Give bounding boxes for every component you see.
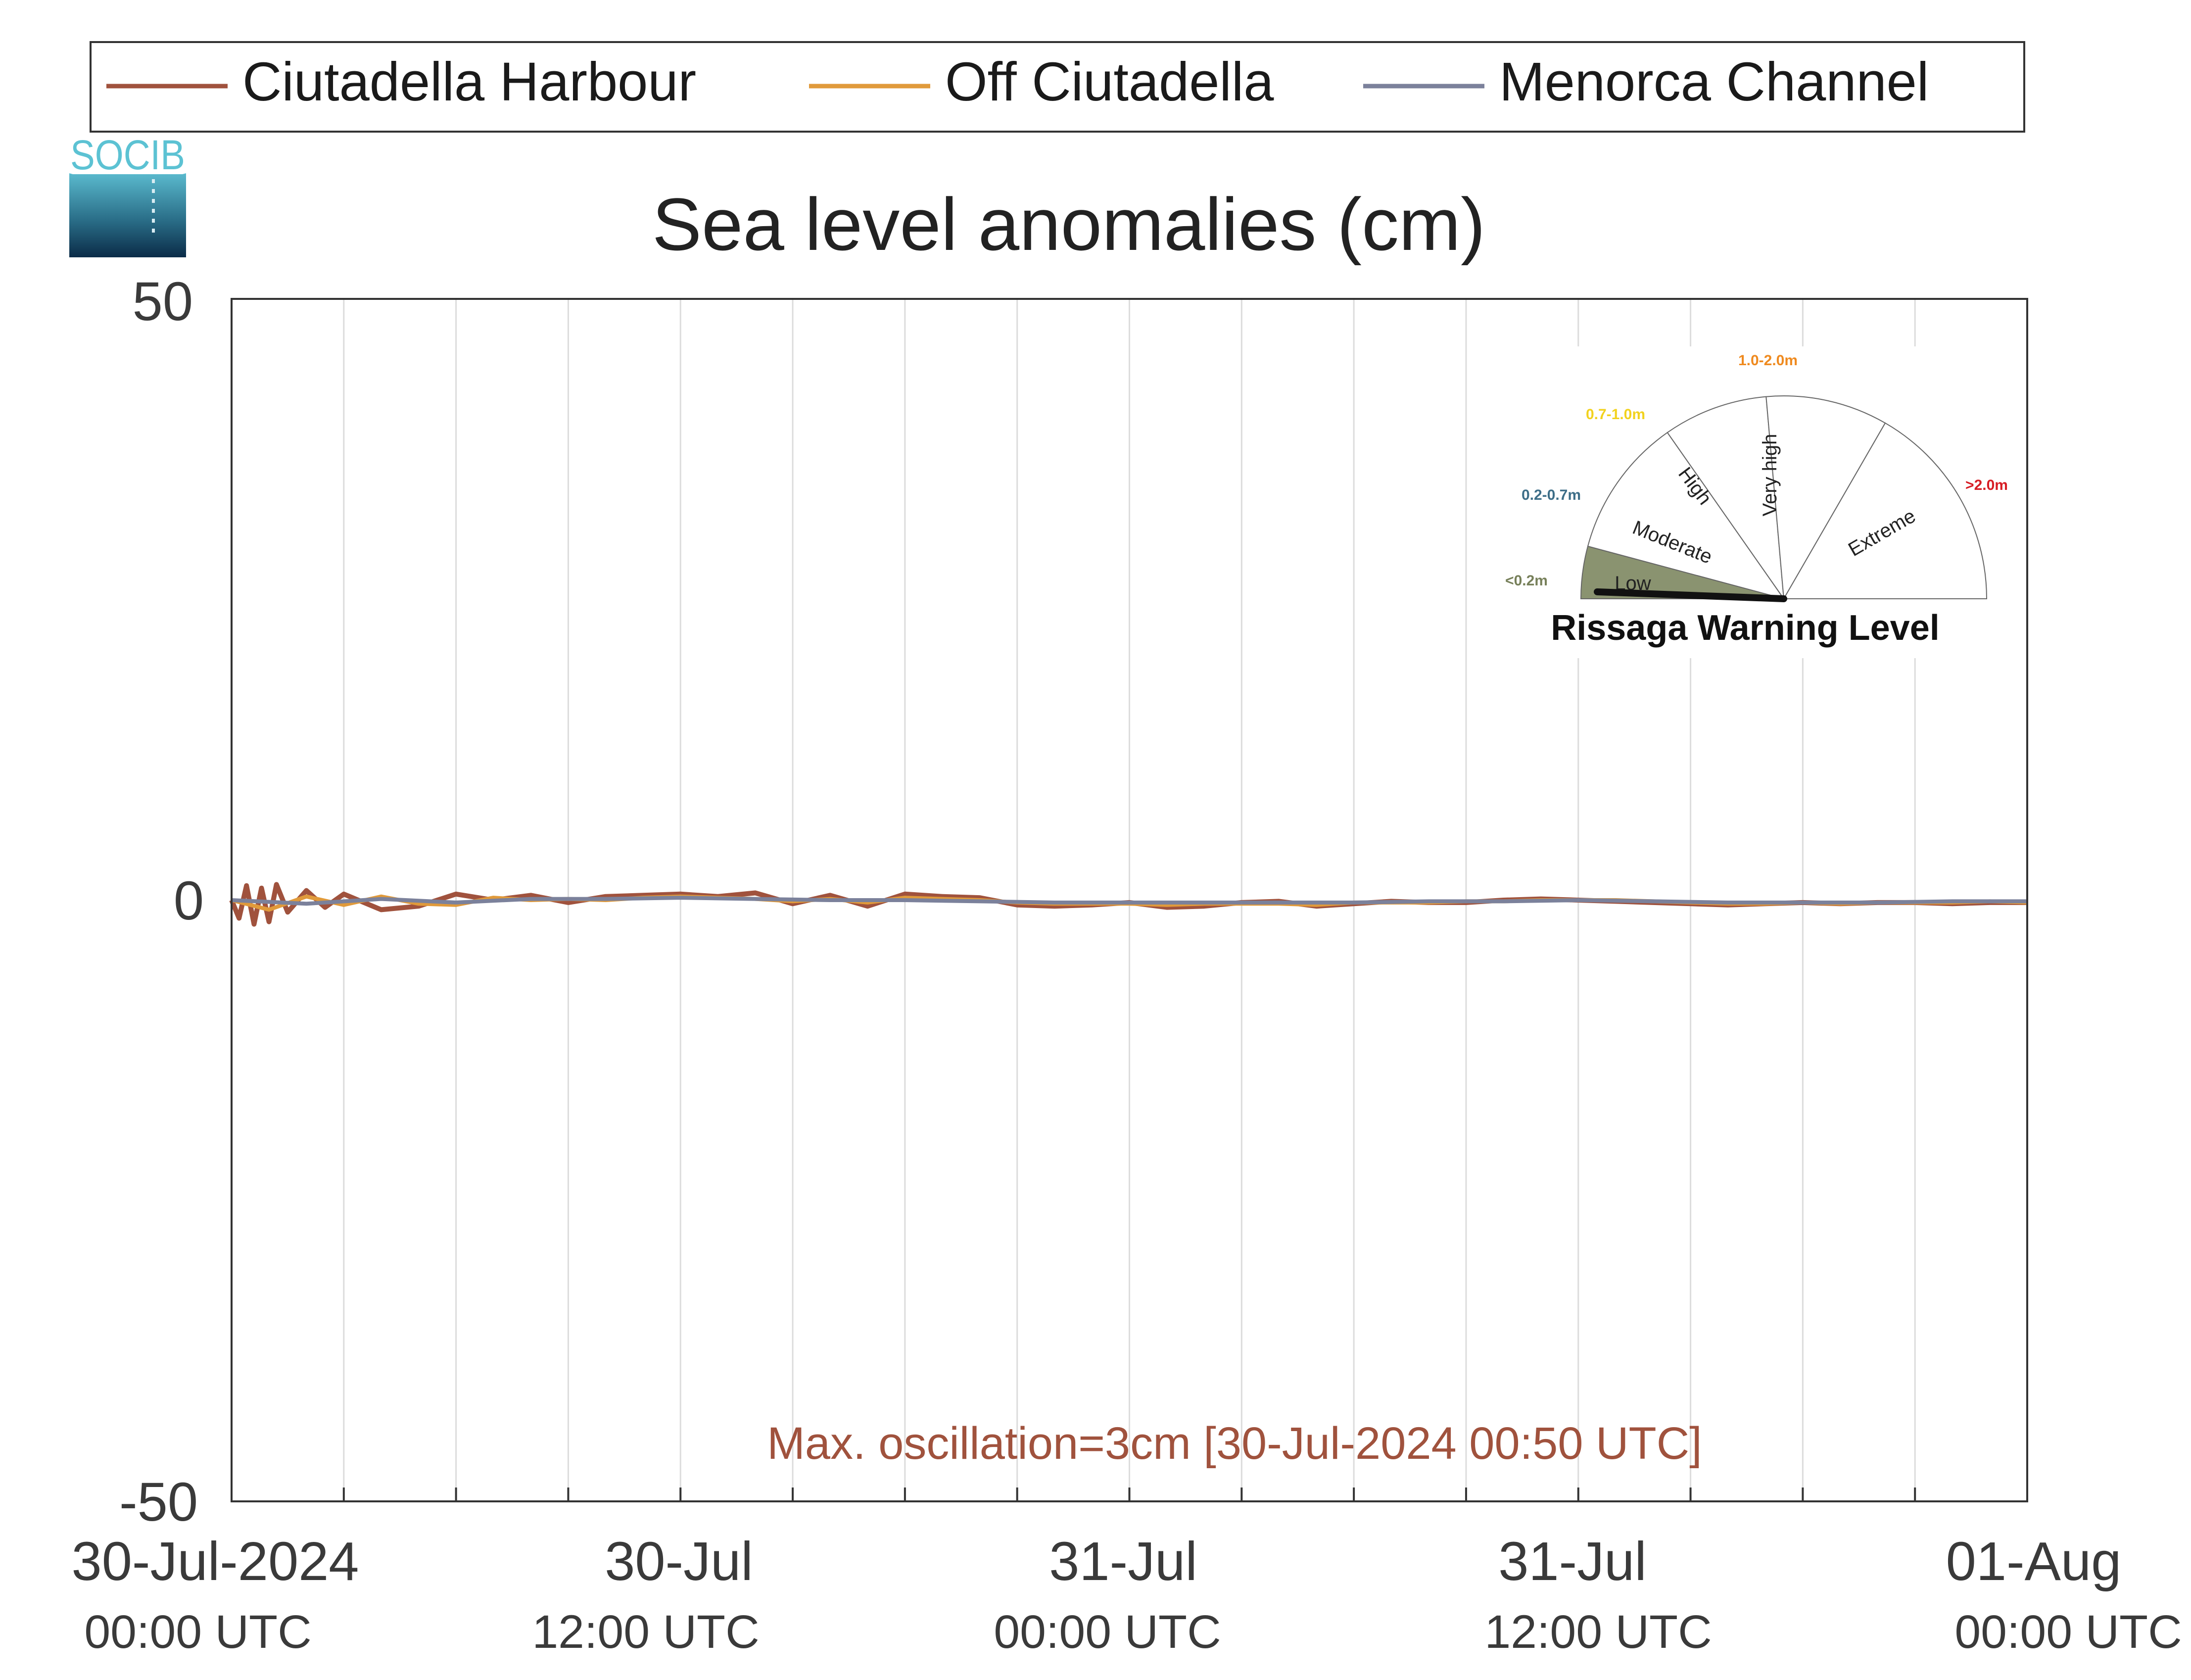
x-tick-label-date: 31-Jul [1498, 1531, 1647, 1592]
series-lines [229, 882, 2028, 927]
gauge-range-label: <0.2m [1505, 573, 1548, 589]
gauge-sector-label: Very high [1759, 434, 1781, 517]
x-tick-label-time: 12:00 UTC [532, 1606, 759, 1658]
legend-label-menorca-channel: Menorca Channel [1499, 51, 1929, 112]
socib-logo-text: SOCIB [70, 132, 185, 178]
legend-frame [90, 41, 2025, 133]
gauge-needle [1594, 588, 1787, 602]
legend-label-off-ciutadella: Off Ciutadella [945, 51, 1274, 112]
x-tick-label-date: 31-Jul [1049, 1531, 1197, 1592]
gauge-title: Rissaga Warning Level [1551, 608, 1940, 648]
gauge-range-label: >2.0m [1965, 477, 2008, 493]
max-oscillation-annotation: Max. oscillation=3cm [30-Jul-2024 00:50 … [767, 1418, 1702, 1469]
x-tick-marks [342, 1488, 1916, 1501]
chart-title: Sea level anomalies (cm) [652, 183, 1485, 266]
x-tick-label-time: 12:00 UTC [1484, 1606, 1712, 1658]
x-tick-label-time: 00:00 UTC [1954, 1606, 2182, 1658]
y-tick-label: 0 [174, 870, 204, 931]
legend-entry-menorca-channel: Menorca Channel [1363, 51, 1929, 112]
legend-entry-off-ciutadella: Off Ciutadella [809, 51, 1274, 112]
x-tick-label-time: 00:00 UTC [994, 1606, 1221, 1658]
gauge-sector-extreme [1783, 422, 1988, 599]
gauge-range-label: 1.0-2.0m [1738, 352, 1798, 369]
x-tick-label-date: 30-Jul [605, 1531, 753, 1592]
series-line-menorca-channel [231, 896, 2027, 906]
gauge-range-label: 0.2-0.7m [1522, 487, 1581, 503]
legend-label-ciutadella-harbour: Ciutadella Harbour [242, 51, 696, 112]
gauge-sector-moderate [1587, 432, 1785, 600]
y-tick-label: 50 [133, 271, 193, 332]
gauge-sector-high [1667, 396, 1785, 601]
x-axis: 30-Jul-2024 00:00 UTC 30-Jul 12:00 UTC 3… [72, 1531, 2182, 1658]
gauge-sectors [1580, 395, 1988, 601]
socib-logo-block [69, 174, 186, 257]
x-tick-label-date: 01-Aug [1946, 1531, 2122, 1592]
x-tick-label-time: 00:00 UTC [84, 1606, 311, 1658]
legend: Ciutadella Harbour Off Ciutadella Menorc… [90, 41, 2025, 133]
y-axis: 50 0 -50 [119, 271, 204, 1533]
socib-logo: SOCIB [69, 132, 186, 257]
legend-entry-ciutadella-harbour: Ciutadella Harbour [106, 51, 696, 112]
gauge-range-label: 0.7-1.0m [1586, 406, 1645, 423]
y-tick-label: -50 [119, 1472, 198, 1533]
x-tick-label-date: 30-Jul-2024 [72, 1531, 359, 1592]
gauge-sector-very-high [1765, 395, 1886, 601]
